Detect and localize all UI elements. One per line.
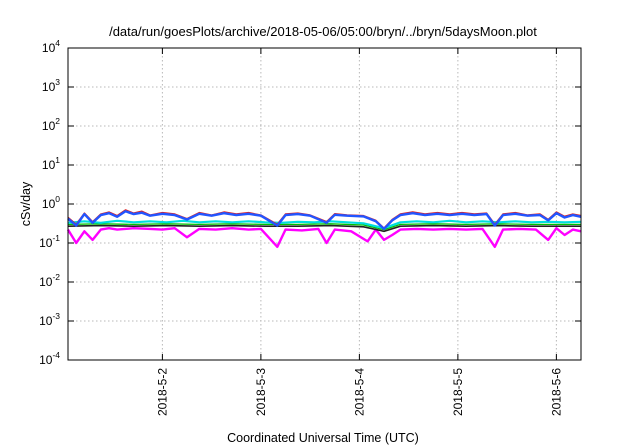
- y-tick-exponent: -4: [52, 350, 60, 360]
- y-tick-label: 103: [42, 77, 60, 94]
- y-tick-exponent: 1: [55, 155, 60, 165]
- x-tick-label: 2018-5-5: [451, 368, 465, 416]
- series-line-3: [67, 223, 581, 231]
- y-tick-exponent: 2: [55, 116, 60, 126]
- y-tick-base: 10: [42, 197, 56, 211]
- y-tick-label: 104: [42, 38, 60, 55]
- y-tick-label: 100: [42, 194, 60, 211]
- series-line-2: [67, 224, 581, 233]
- x-tick-layer: 2018-5-2 2018-5-3 2018-5-4 2018-5-5 2018-5-6: [155, 48, 563, 416]
- y-tick-label: 101: [42, 155, 60, 172]
- y-tick-exponent: 0: [55, 194, 60, 204]
- y-axis-label: cSv/day: [19, 181, 33, 226]
- y-tick-label: 10-2: [39, 272, 60, 289]
- y-tick-base: 10: [42, 158, 56, 172]
- x-tick-label: 2018-5-4: [352, 368, 366, 416]
- series-layer: [66, 209, 582, 248]
- grid-layer: [68, 48, 581, 360]
- x-tick-label: 2018-5-2: [155, 368, 169, 416]
- y-tick-label: 10-1: [39, 233, 60, 250]
- y-tick-label: 102: [42, 116, 60, 133]
- y-tick-base: 10: [39, 314, 53, 328]
- y-tick-base: 10: [39, 275, 53, 289]
- y-tick-base: 10: [42, 119, 56, 133]
- chart-title: /data/run/goesPlots/archive/2018-05-06/0…: [109, 24, 537, 39]
- y-tick-exponent: -3: [52, 311, 60, 321]
- x-axis-label: Coordinated Universal Time (UTC): [227, 431, 419, 445]
- series-line-1: [66, 227, 582, 248]
- y-tick-exponent: -1: [52, 233, 60, 243]
- y-tick-label: 10-4: [39, 350, 60, 367]
- y-tick-exponent: -2: [52, 272, 60, 282]
- series-line-6: [67, 210, 582, 231]
- y-tick-exponent: 4: [55, 38, 60, 48]
- y-tick-base: 10: [39, 236, 53, 250]
- y-tick-base: 10: [42, 80, 56, 94]
- x-tick-label: 2018-5-3: [254, 368, 268, 416]
- y-tick-base: 10: [42, 41, 56, 55]
- x-tick-label: 2018-5-6: [549, 368, 563, 416]
- y-tick-base: 10: [39, 353, 53, 367]
- y-tick-label: 10-3: [39, 311, 60, 328]
- y-tick-exponent: 3: [55, 77, 60, 87]
